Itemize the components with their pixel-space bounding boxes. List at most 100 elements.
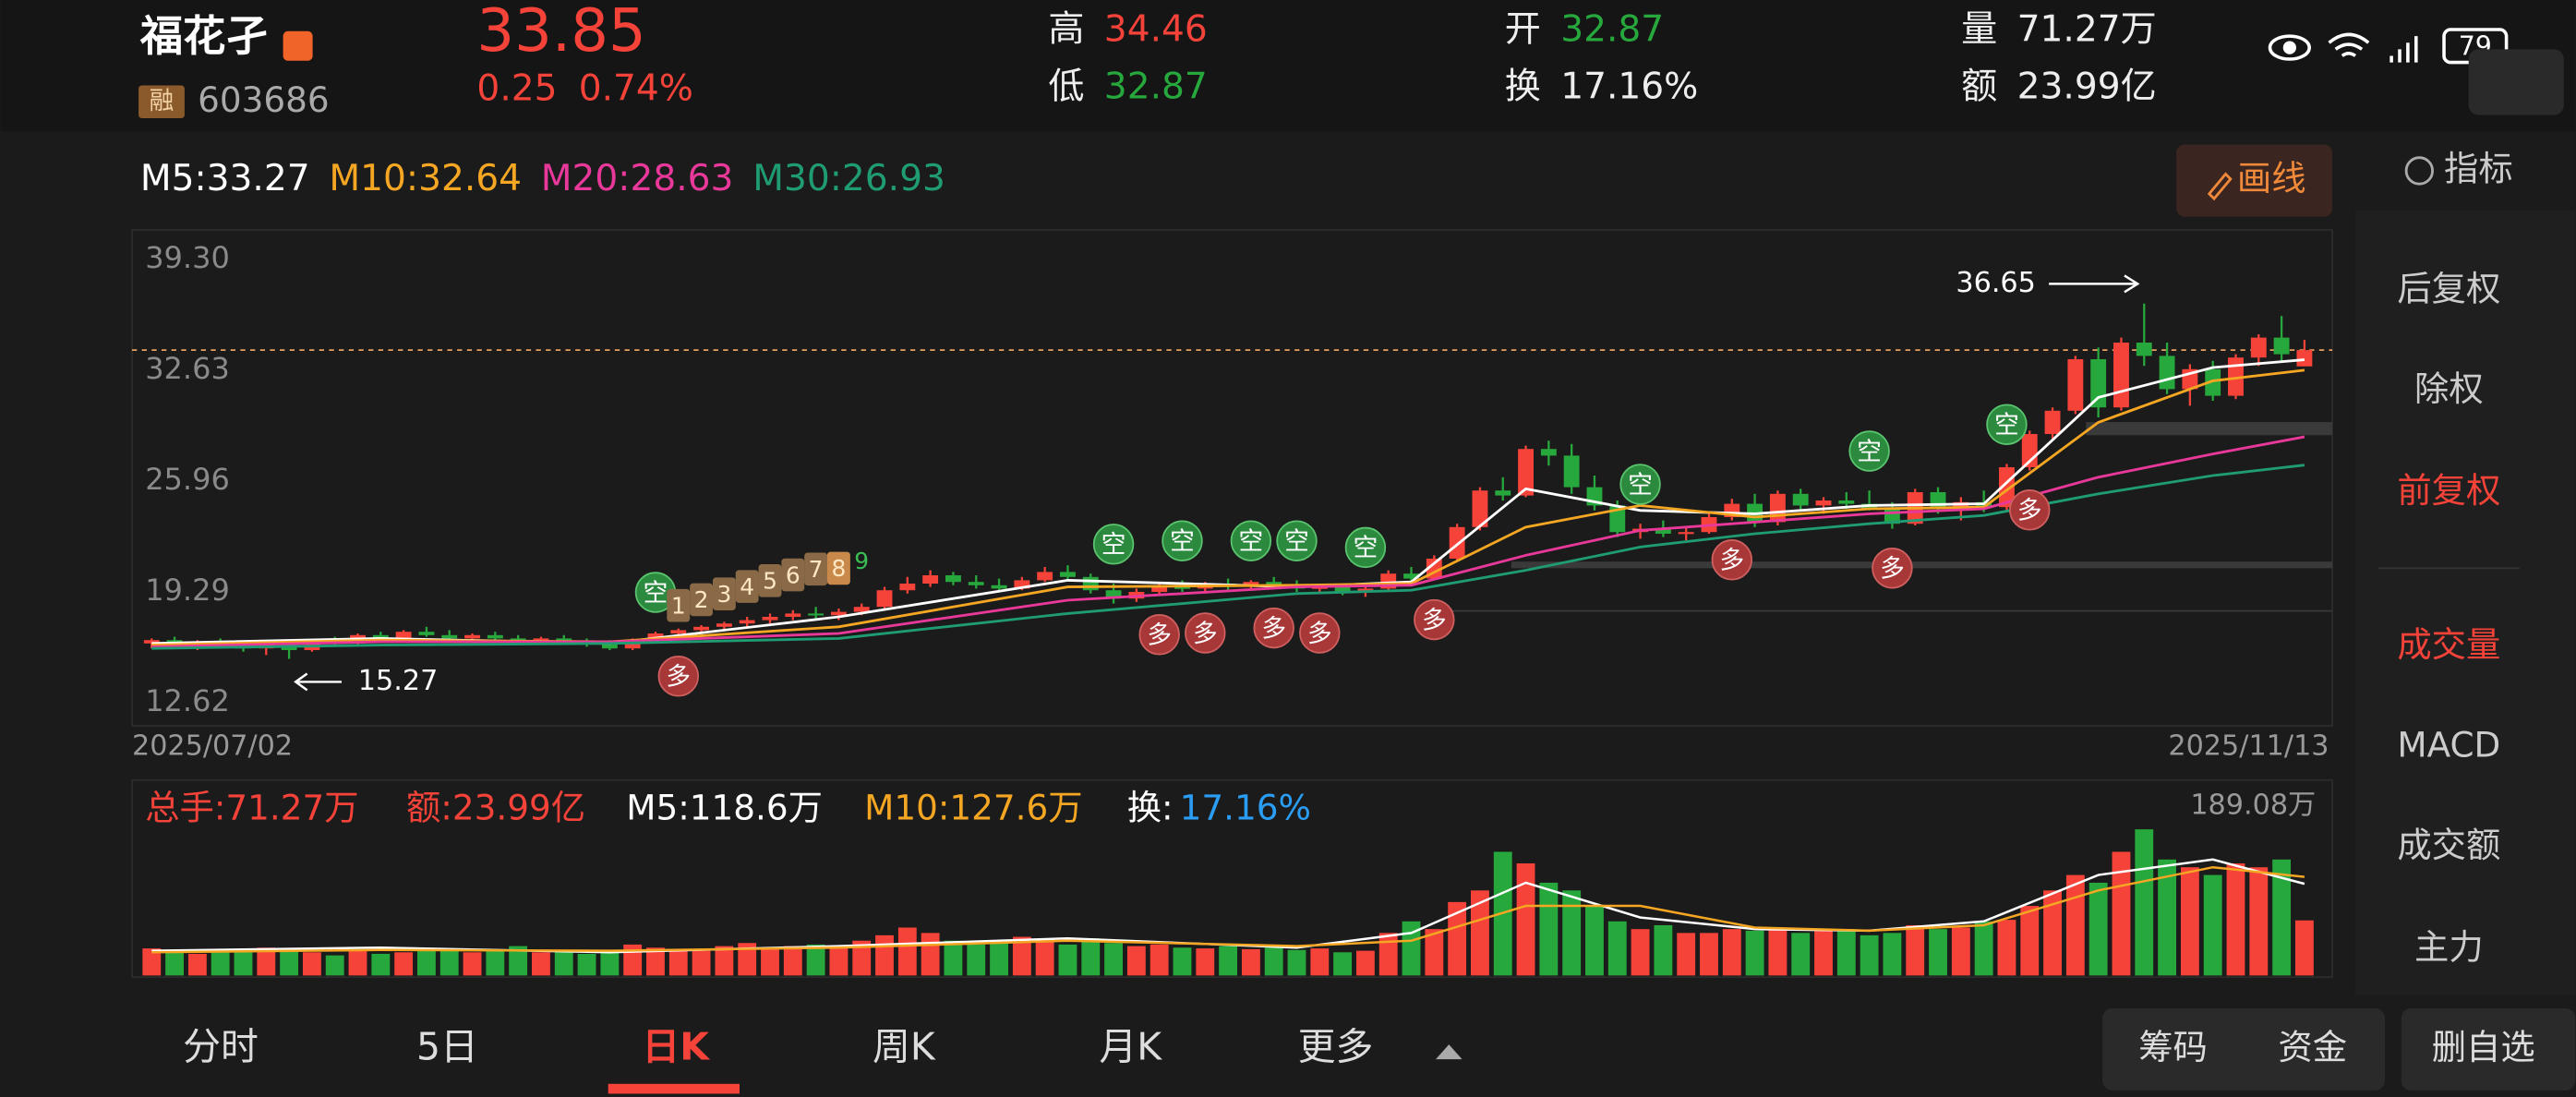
candle-body [395, 632, 412, 641]
remove-watch-button[interactable]: 删自选 [2432, 1027, 2535, 1067]
low: 32.87 [1104, 66, 1208, 108]
candle-body [2205, 368, 2221, 396]
side-menu-item[interactable]: 主力 [2414, 926, 2484, 967]
y-tick-label: 19.29 [145, 573, 230, 608]
candle-body [2090, 359, 2107, 408]
volume-bar [1860, 934, 1879, 976]
side-menu-item[interactable]: 成交额 [2397, 825, 2500, 865]
candle-body [1357, 588, 1374, 592]
tab[interactable]: 分时 [183, 1024, 259, 1068]
stock-name: 福花孑 [139, 11, 269, 61]
signal-marker [1619, 464, 1661, 505]
window-button[interactable] [2468, 49, 2564, 115]
volume-bar [2294, 920, 2314, 976]
tab[interactable]: 日K [642, 1024, 710, 1068]
volume-bar [875, 934, 894, 976]
volume-bar [463, 952, 482, 976]
volume: 71.27万 [2017, 8, 2157, 50]
side-menu-item[interactable]: 后复权 [2397, 268, 2500, 308]
candle-body [1334, 586, 1351, 592]
volume-bar [577, 953, 596, 976]
tab[interactable]: 月K [1099, 1024, 1162, 1068]
margin-badge-text: 融 [150, 87, 175, 115]
signal-marker [657, 656, 700, 697]
volume-bar [2020, 906, 2040, 976]
candle-body [1655, 528, 1671, 535]
indicator-button[interactable]: 指标 [2444, 148, 2513, 188]
signal-label: 多 [1193, 620, 1218, 648]
volume-bar [1104, 943, 1123, 976]
tab[interactable]: 周K [873, 1024, 936, 1068]
volume-bar [234, 952, 253, 976]
candle-body [418, 632, 435, 635]
td-badge [735, 570, 759, 603]
amount-label: 额 [1961, 66, 1997, 108]
low-arrow [294, 672, 343, 692]
vol-legend: 总手:71.27万 [145, 787, 358, 827]
vol-legend: 换: [1127, 787, 1174, 827]
tab[interactable]: 更多 [1298, 1024, 1374, 1068]
signal-marker [1162, 520, 1203, 561]
volume-bar [2135, 829, 2154, 976]
td-label: 8 [831, 555, 846, 582]
tab[interactable]: 5日 [416, 1024, 478, 1068]
td-label: 2 [694, 586, 709, 613]
candle-body [716, 623, 732, 627]
side-menu-item[interactable]: 成交量 [2397, 624, 2500, 665]
volume-bar [348, 948, 367, 976]
volume-panel [131, 778, 2333, 979]
active-tab-underline [608, 1083, 740, 1094]
volume-bar [600, 952, 620, 976]
candle-body [1311, 586, 1328, 589]
volume-bar [829, 947, 849, 976]
side-menu-item[interactable]: 前复权 [2397, 470, 2500, 511]
volume-bar [2203, 874, 2222, 976]
signal-label: 空 [1994, 411, 2019, 440]
volume-bar [1814, 930, 1833, 976]
signal-marker [2009, 489, 2051, 531]
candle-body [1403, 573, 1419, 579]
candle-body [1769, 493, 1786, 523]
volume-bar [1631, 929, 1650, 976]
ma-line [151, 368, 2305, 647]
volume-bar [897, 927, 917, 976]
candle-body [808, 613, 825, 616]
volume-bar [1974, 921, 1993, 976]
candle-body [556, 638, 572, 642]
signal-marker [1138, 614, 1180, 656]
candle-body [143, 640, 160, 644]
volume-bar [486, 949, 505, 976]
y-tick-label: 12.62 [145, 683, 230, 718]
signal-label: 多 [1147, 621, 1172, 650]
volume-bar [1654, 924, 1673, 976]
volume-bar [646, 947, 665, 976]
signal-label: 空 [1628, 471, 1653, 500]
volume-bar [692, 950, 711, 976]
candle-body [830, 611, 847, 616]
volume-bar [967, 944, 986, 976]
amount: 23.99亿 [2017, 66, 2157, 108]
volume-bar [1012, 936, 1031, 976]
signal-marker [1092, 524, 1135, 565]
volume-bar [1448, 901, 1467, 976]
td-badge [758, 564, 782, 597]
candle-body [624, 640, 641, 649]
signal-label: 空 [1857, 438, 1882, 466]
candle-body [968, 582, 984, 585]
candle-body [2250, 337, 2267, 358]
side-menu-item[interactable]: MACD [2397, 725, 2500, 765]
candle-body [693, 626, 710, 631]
header-bg [0, 0, 2576, 132]
volume-label: 量 [1961, 8, 1997, 50]
change-pct: 0.74% [579, 67, 693, 109]
funds-button[interactable]: 资金 [2278, 1027, 2347, 1067]
volume-bar [1150, 944, 1169, 976]
volume-bar [2088, 882, 2108, 976]
signal-marker [1848, 430, 1890, 472]
candle-body [785, 613, 801, 617]
chip-zone [2086, 422, 2333, 436]
chips-button[interactable]: 筹码 [2138, 1027, 2208, 1067]
volume-bar [417, 948, 436, 976]
side-menu-item[interactable]: 除权 [2414, 368, 2484, 409]
